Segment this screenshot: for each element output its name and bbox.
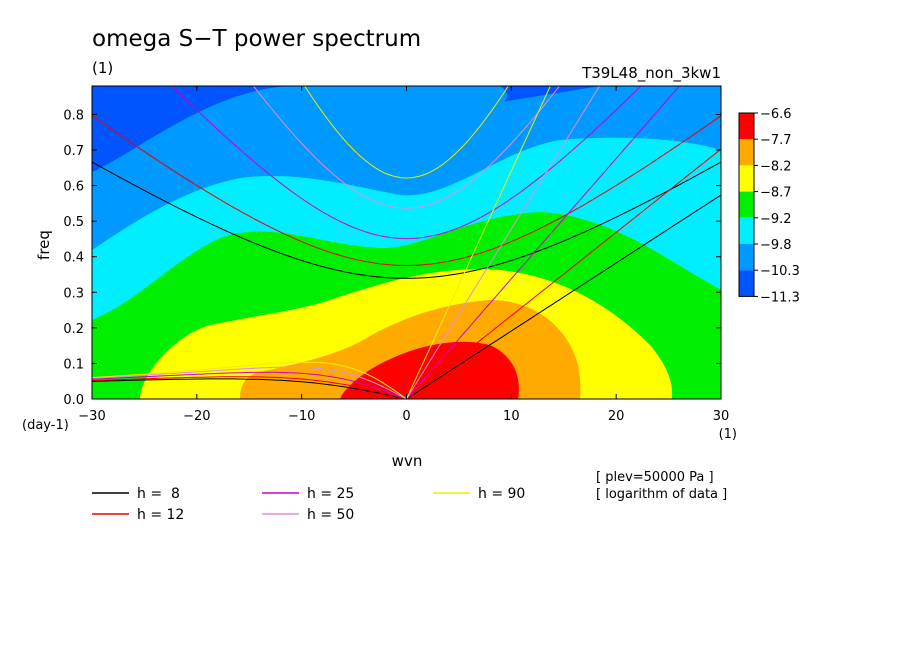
- colorbar-label: −10.3: [760, 264, 800, 279]
- colorbar-label: −11.3: [760, 290, 800, 305]
- ig-curve-h8: [92, 161, 721, 279]
- ig-curve-h25: [171, 86, 642, 240]
- note-plev: [ plev=50000 Pa ]: [596, 470, 714, 485]
- x-axis: −30 −20 −10 0 10 20 30: [78, 86, 729, 424]
- colorbar-label: −6.6: [760, 107, 792, 122]
- x-tick-label: −30: [78, 409, 105, 424]
- colorbar-label: −8.2: [760, 159, 792, 174]
- kelvin-curve-h50: [406, 86, 601, 399]
- kelvin-curve-h90: [406, 86, 551, 399]
- y-tick-label: 0.7: [63, 144, 84, 159]
- legend-label: h = 50: [307, 507, 354, 523]
- title-units: (1): [92, 59, 113, 77]
- ig-curve-h90: [304, 86, 509, 179]
- legend-label: h = 90: [478, 486, 525, 502]
- rossby-curve-h8: [92, 378, 407, 399]
- y-tick-label: 0.4: [63, 251, 84, 266]
- ig-curve-h12: [92, 115, 721, 267]
- note-logarithm: [ logarithm of data ]: [596, 487, 727, 502]
- kelvin-curve-h25: [406, 86, 681, 399]
- x-tick-label: −10: [288, 409, 315, 424]
- x-axis-label: wvn: [392, 452, 423, 470]
- colorbar-swatch: [739, 113, 754, 140]
- chart-title: omega S−T power spectrum: [92, 26, 421, 52]
- colorbar-label: −7.7: [760, 133, 792, 148]
- y-tick-label: 0.0: [63, 393, 84, 408]
- kelvin-curve-h8: [406, 194, 721, 399]
- colorbar-label: −9.8: [760, 238, 792, 253]
- x-tick-label: 30: [713, 409, 730, 424]
- rossby-curve-h50: [92, 366, 407, 399]
- curve-legend: h = 8 h = 12 h = 25 h = 50 h = 90: [92, 486, 525, 523]
- y-axis-label: freq: [35, 230, 53, 260]
- y-tick-label: 0.2: [63, 322, 84, 337]
- y-tick-label: 0.1: [63, 357, 84, 372]
- low-freq-green-patch: [92, 377, 140, 399]
- colorbar-swatch: [739, 165, 754, 192]
- y-tick-label: 0.5: [63, 215, 84, 230]
- y-axis-units: (day-1): [22, 418, 69, 433]
- colorbar-label: −8.7: [760, 186, 792, 201]
- y-axis: 0.0 0.1 0.2 0.3 0.4 0.5 0.6 0.7 0.8: [63, 108, 721, 408]
- dispersion-curves: [92, 86, 721, 399]
- x-tick-label: −20: [183, 409, 210, 424]
- rossby-curve-h25: [92, 371, 407, 399]
- x-tick-label: 20: [608, 409, 625, 424]
- colorbar-swatch: [739, 244, 754, 271]
- y-tick-label: 0.8: [63, 108, 84, 123]
- y-tick-label: 0.6: [63, 180, 84, 195]
- colorbar-swatch: [739, 217, 754, 244]
- experiment-label: T39L48_non_3kw1: [581, 64, 721, 83]
- x-tick-label: 10: [503, 409, 520, 424]
- x-axis-units: (1): [719, 427, 737, 442]
- colorbar-label: −9.2: [760, 212, 792, 227]
- x-tick-label: 0: [402, 409, 410, 424]
- colorbar: −6.6 −7.7 −8.2 −8.7 −9.2 −9.8 −10.3 −11.3: [738, 107, 800, 305]
- colorbar-frame: [738, 112, 755, 297]
- kelvin-curve-h12: [406, 148, 721, 399]
- colorbar-swatch: [739, 270, 754, 297]
- level-band-7: [340, 341, 519, 399]
- y-tick-label: 0.3: [63, 286, 84, 301]
- rossby-curve-h90: [92, 361, 407, 399]
- legend-label: h = 12: [137, 507, 184, 523]
- heatmap-field: [92, 86, 721, 399]
- colorbar-swatch: [739, 139, 754, 166]
- legend-label: h = 8: [137, 486, 180, 502]
- rossby-curve-h12: [92, 376, 407, 399]
- legend-label: h = 25: [307, 486, 354, 502]
- colorbar-swatch: [739, 191, 754, 218]
- ig-curve-h50: [252, 86, 561, 209]
